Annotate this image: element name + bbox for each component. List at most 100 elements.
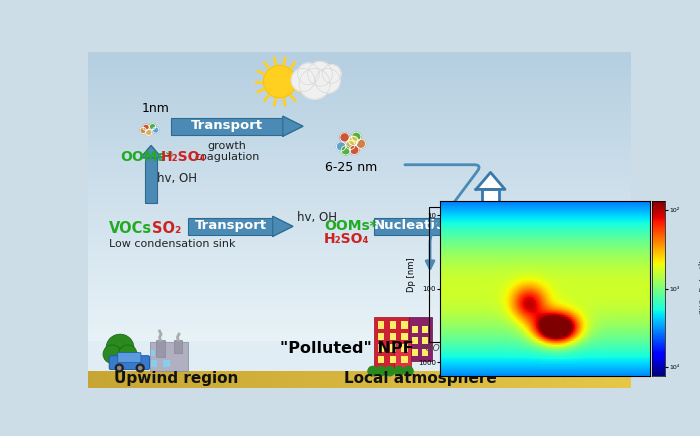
Text: H₂SO₄: H₂SO₄ bbox=[161, 150, 206, 164]
Circle shape bbox=[337, 142, 346, 151]
Bar bbox=[378, 344, 384, 352]
Text: *OOMs: oxygenated organic molecules: *OOMs: oxygenated organic molecules bbox=[421, 344, 596, 352]
Bar bbox=[412, 337, 418, 344]
Circle shape bbox=[138, 366, 143, 370]
Polygon shape bbox=[477, 207, 504, 224]
Bar bbox=[155, 341, 165, 357]
Circle shape bbox=[498, 222, 504, 227]
Text: SO₂: SO₂ bbox=[152, 221, 181, 236]
Bar bbox=[378, 333, 384, 341]
Bar bbox=[374, 218, 455, 235]
Text: H₂SO₄: H₂SO₄ bbox=[324, 232, 370, 246]
Text: "Polluted" NPF: "Polluted" NPF bbox=[280, 341, 414, 356]
Circle shape bbox=[291, 68, 314, 92]
Bar bbox=[401, 356, 407, 363]
Bar bbox=[482, 189, 499, 205]
Circle shape bbox=[393, 366, 405, 377]
Circle shape bbox=[505, 220, 510, 225]
Text: 1nm: 1nm bbox=[141, 102, 169, 115]
Bar bbox=[401, 333, 407, 341]
Bar bbox=[151, 350, 155, 356]
Bar bbox=[151, 360, 158, 367]
Circle shape bbox=[153, 127, 159, 133]
Circle shape bbox=[340, 133, 349, 142]
Circle shape bbox=[494, 220, 499, 225]
Bar bbox=[412, 349, 418, 356]
Circle shape bbox=[118, 345, 137, 363]
Bar bbox=[412, 326, 418, 333]
Bar bbox=[378, 356, 384, 363]
Text: 6-25 nm: 6-25 nm bbox=[325, 161, 377, 174]
Bar bbox=[428, 207, 592, 342]
Circle shape bbox=[115, 363, 124, 373]
Text: mode1: mode1 bbox=[534, 233, 582, 246]
Circle shape bbox=[341, 146, 351, 155]
Circle shape bbox=[368, 366, 378, 377]
Circle shape bbox=[349, 145, 359, 154]
Circle shape bbox=[349, 136, 358, 146]
Circle shape bbox=[403, 366, 414, 377]
Text: OOMs*: OOMs* bbox=[120, 150, 173, 164]
Circle shape bbox=[346, 140, 355, 150]
Bar bbox=[145, 158, 158, 203]
Polygon shape bbox=[273, 216, 293, 236]
Bar bbox=[422, 349, 428, 356]
Bar bbox=[393, 342, 411, 371]
Circle shape bbox=[502, 217, 508, 222]
Circle shape bbox=[136, 363, 145, 373]
Polygon shape bbox=[455, 216, 475, 236]
Text: Transport: Transport bbox=[195, 219, 267, 232]
Circle shape bbox=[322, 65, 341, 83]
Bar bbox=[390, 344, 396, 352]
Circle shape bbox=[496, 217, 502, 223]
Circle shape bbox=[117, 366, 122, 370]
Bar bbox=[188, 218, 273, 235]
Text: 9:00: 9:00 bbox=[481, 335, 506, 345]
Text: mode2: mode2 bbox=[474, 252, 522, 265]
Bar bbox=[390, 321, 396, 329]
Y-axis label: dN/dlogDp [cm⁻³]: dN/dlogDp [cm⁻³] bbox=[699, 261, 700, 316]
Bar bbox=[374, 317, 409, 371]
Text: OOMs*: OOMs* bbox=[324, 219, 377, 233]
Circle shape bbox=[351, 132, 361, 141]
Text: 40%: 40% bbox=[526, 288, 559, 302]
Circle shape bbox=[103, 345, 122, 363]
Bar bbox=[409, 317, 433, 361]
Bar bbox=[390, 333, 396, 341]
FancyBboxPatch shape bbox=[109, 356, 150, 370]
Bar bbox=[150, 342, 188, 371]
Circle shape bbox=[299, 68, 330, 99]
Text: Nucleation: Nucleation bbox=[374, 219, 455, 232]
Text: hv, OH: hv, OH bbox=[297, 211, 337, 224]
Circle shape bbox=[298, 63, 319, 85]
Polygon shape bbox=[476, 173, 505, 189]
Text: Low condensation sink: Low condensation sink bbox=[109, 239, 236, 249]
Circle shape bbox=[150, 123, 155, 129]
Circle shape bbox=[315, 68, 340, 93]
Polygon shape bbox=[141, 146, 162, 158]
Circle shape bbox=[356, 139, 365, 148]
Bar bbox=[422, 337, 428, 344]
Text: Local atmosphere: Local atmosphere bbox=[344, 371, 497, 386]
Circle shape bbox=[143, 124, 149, 130]
Text: growth
coagulation: growth coagulation bbox=[195, 141, 260, 163]
Circle shape bbox=[376, 366, 386, 377]
FancyBboxPatch shape bbox=[118, 353, 141, 363]
Text: Transport: Transport bbox=[191, 119, 263, 132]
Text: Dp [nm]: Dp [nm] bbox=[407, 257, 416, 292]
Bar bbox=[378, 321, 384, 329]
Bar bbox=[163, 360, 169, 367]
Bar bbox=[401, 344, 407, 352]
Text: 60%: 60% bbox=[526, 250, 559, 264]
Bar bbox=[401, 321, 407, 329]
Text: hv, OH: hv, OH bbox=[158, 172, 197, 185]
Text: 12:00: 12:00 bbox=[500, 335, 532, 345]
Polygon shape bbox=[283, 116, 303, 136]
Circle shape bbox=[384, 366, 395, 377]
Bar bbox=[422, 326, 428, 333]
Circle shape bbox=[263, 65, 296, 98]
Bar bbox=[483, 205, 498, 224]
Text: VOCs: VOCs bbox=[109, 221, 153, 236]
Text: 1nm: 1nm bbox=[512, 236, 540, 249]
Circle shape bbox=[307, 61, 332, 86]
